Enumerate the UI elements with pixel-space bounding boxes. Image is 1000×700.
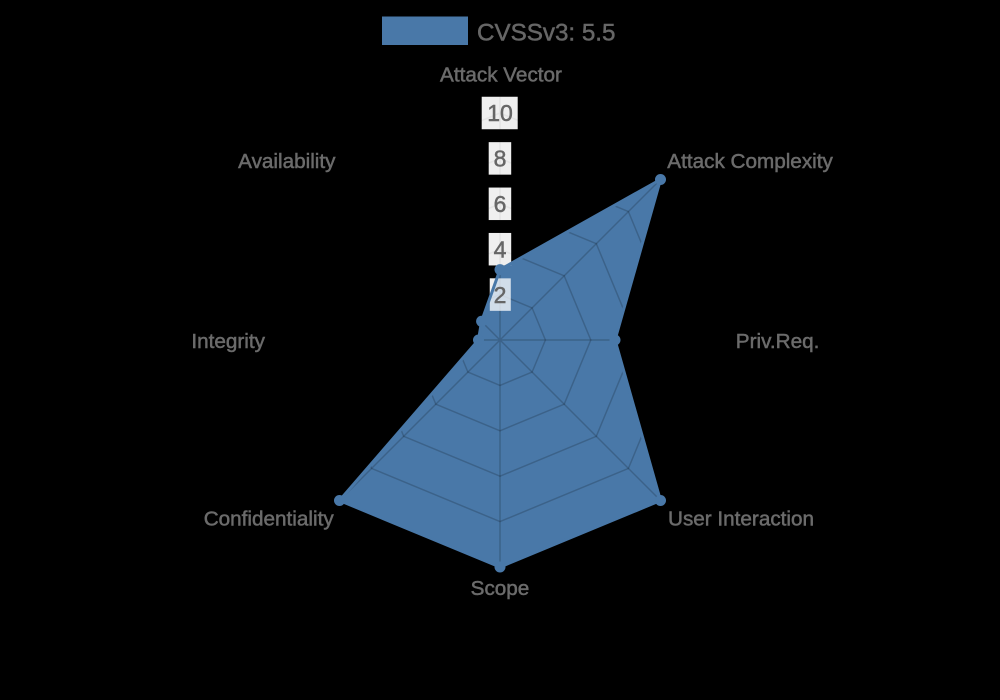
- svg-text:User Interaction: User Interaction: [668, 507, 814, 530]
- svg-text:10: 10: [487, 100, 513, 126]
- svg-text:CVSSv3: 5.5: CVSSv3: 5.5: [477, 19, 615, 46]
- svg-text:2: 2: [494, 282, 507, 308]
- svg-text:8: 8: [494, 146, 507, 172]
- svg-text:Integrity: Integrity: [191, 330, 265, 353]
- svg-text:4: 4: [494, 236, 507, 262]
- svg-text:6: 6: [494, 191, 507, 217]
- svg-text:Availability: Availability: [238, 150, 336, 173]
- svg-text:Confidentiality: Confidentiality: [204, 507, 335, 530]
- svg-text:Priv.Req.: Priv.Req.: [736, 330, 820, 353]
- svg-text:Scope: Scope: [471, 577, 530, 600]
- svg-text:Attack Complexity: Attack Complexity: [667, 150, 833, 173]
- svg-text:Attack Vector: Attack Vector: [440, 64, 562, 87]
